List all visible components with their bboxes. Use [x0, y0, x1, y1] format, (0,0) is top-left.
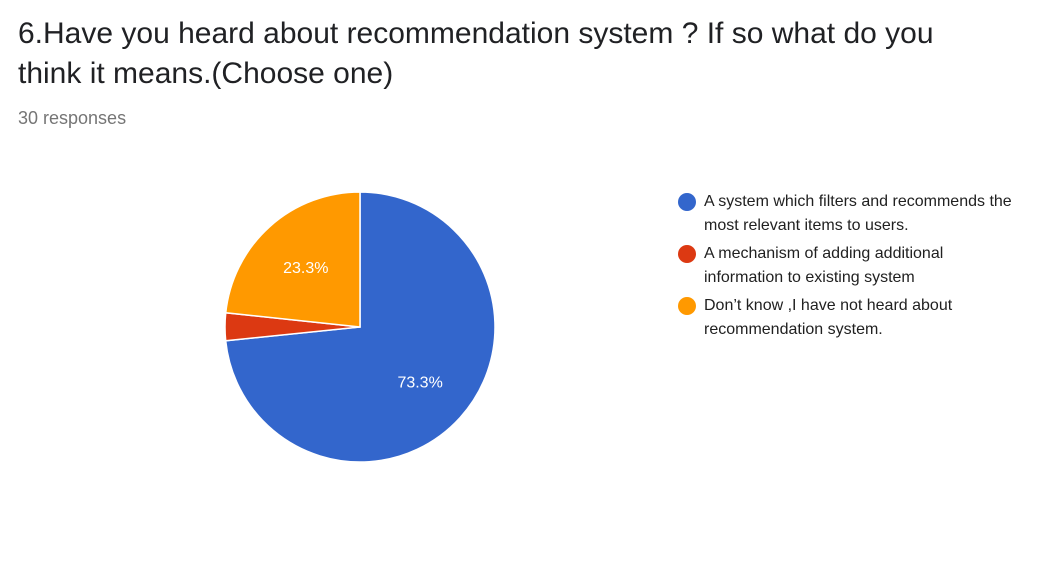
legend-item-additional-information[interactable]: A mechanism of adding additional informa… [678, 242, 1018, 290]
legend-label: A mechanism of adding additional informa… [704, 245, 944, 286]
legend-swatch-blue [678, 193, 696, 211]
question-title: 6.Have you heard about recommendation sy… [18, 17, 934, 90]
legend-label: A system which filters and recommends th… [704, 193, 1012, 234]
legend-item-dont-know[interactable]: Don’t know ,I have not heard about recom… [678, 294, 1018, 342]
legend-label: Don’t know ,I have not heard about recom… [704, 297, 953, 338]
chart-legend: A system which filters and recommends th… [678, 190, 1018, 346]
legend-item-filters-recommends[interactable]: A system which filters and recommends th… [678, 190, 1018, 238]
legend-swatch-red [678, 245, 696, 263]
pie-slice-dont-know[interactable] [224, 191, 361, 328]
legend-swatch-orange [678, 297, 696, 315]
response-count: 30 responses [18, 108, 127, 128]
data-label: 23.3% [283, 260, 328, 277]
data-label: 73.3% [397, 374, 442, 391]
